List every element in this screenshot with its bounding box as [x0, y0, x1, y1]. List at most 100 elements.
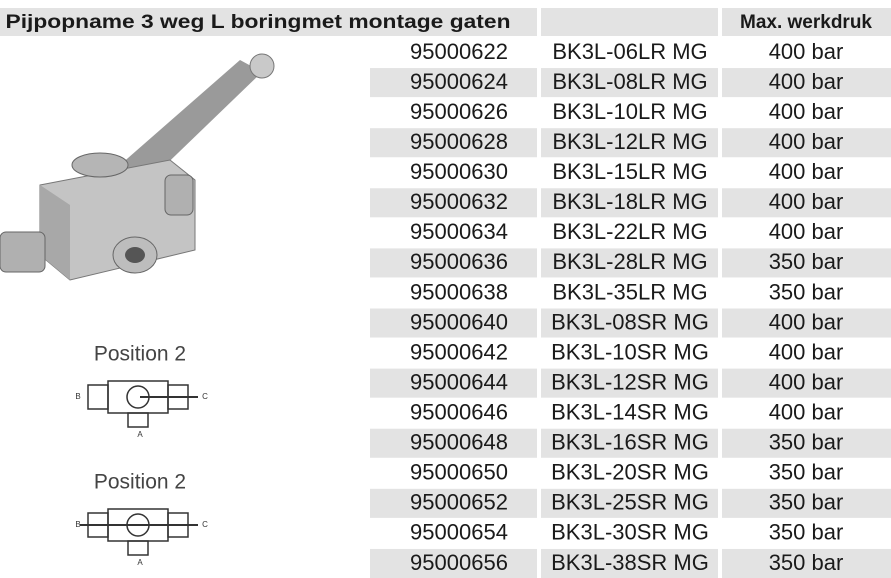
port-label: A	[137, 430, 143, 439]
row-bg	[541, 428, 718, 458]
row-bg	[541, 548, 718, 578]
cell-text: 95000636	[410, 249, 508, 274]
cell-text: BK3L-16SR MG	[551, 430, 709, 455]
port-label: B	[75, 520, 80, 529]
row-bg	[722, 368, 891, 398]
cell-text: 350 bar	[769, 430, 844, 455]
row-bg	[541, 188, 718, 218]
header-cell	[541, 8, 718, 36]
port-label: A	[137, 558, 143, 567]
cell-text: BK3L-12SR MG	[551, 369, 709, 394]
cell-text: 95000638	[410, 279, 508, 304]
row-bg	[370, 248, 537, 278]
valve-side	[40, 185, 70, 280]
cell-text: 95000630	[410, 159, 508, 184]
cell-text: BK3L-18LR MG	[552, 189, 707, 214]
row-bg	[541, 488, 718, 518]
cell-text: 95000640	[410, 309, 508, 334]
cell-text: 400 bar	[769, 400, 844, 425]
row-bg	[722, 308, 891, 338]
port-label: C	[202, 520, 208, 529]
cell-text: 95000648	[410, 430, 508, 455]
cell-text: 400 bar	[769, 339, 844, 364]
cell-text: 95000626	[410, 99, 508, 124]
port-right	[164, 174, 194, 216]
cell-text: 350 bar	[769, 279, 844, 304]
port-bore	[125, 247, 145, 263]
cell-text: 350 bar	[769, 460, 844, 485]
cell-text: 95000642	[410, 339, 508, 364]
cell-text: BK3L-22LR MG	[552, 219, 707, 244]
port-left	[0, 231, 46, 273]
cell-text: BK3L-35LR MG	[552, 279, 707, 304]
cell-text: BK3L-14SR MG	[551, 400, 709, 425]
cell-text: 95000624	[410, 69, 508, 94]
cell-text: 350 bar	[769, 490, 844, 515]
row-bg	[370, 128, 537, 158]
cell-text: BK3L-15LR MG	[552, 159, 707, 184]
row-bg	[370, 368, 537, 398]
cell-text: 400 bar	[769, 189, 844, 214]
cell-text: BK3L-06LR MG	[552, 39, 707, 64]
header-cell	[0, 8, 537, 36]
row-bg	[541, 128, 718, 158]
cell-text: BK3L-30SR MG	[551, 520, 709, 545]
cell-text: 95000628	[410, 129, 508, 154]
header-row: Pijpopname 3 weg L boringmet montage gat…	[0, 8, 891, 36]
row-bg	[722, 548, 891, 578]
row-bg	[722, 128, 891, 158]
row-bg	[541, 68, 718, 98]
diagram-title: Position 2	[94, 343, 186, 366]
row-bg	[370, 488, 537, 518]
row-bg	[370, 308, 537, 338]
cell-text: 400 bar	[769, 129, 844, 154]
cell-text: 95000656	[410, 550, 508, 575]
row-bg	[370, 428, 537, 458]
diagram-port	[127, 412, 149, 428]
cell-text: 400 bar	[769, 99, 844, 124]
cell-text: 400 bar	[769, 159, 844, 184]
table-title: Pijpopname 3 weg L boringmet montage gat…	[6, 12, 511, 33]
valve-handle	[120, 60, 262, 180]
row-bg	[722, 488, 891, 518]
cell-text: 95000650	[410, 460, 508, 485]
row-bg	[370, 188, 537, 218]
cell-text: BK3L-38SR MG	[551, 550, 709, 575]
cell-text: 400 bar	[769, 369, 844, 394]
row-bg	[370, 68, 537, 98]
diagrams: Position 2 B C A Position 2 B C A	[75, 343, 208, 568]
cell-text: BK3L-08LR MG	[552, 69, 707, 94]
diagram-port	[87, 384, 109, 410]
cell-text: 95000654	[410, 520, 508, 545]
cell-text: BK3L-10SR MG	[551, 339, 709, 364]
cell-text: 95000646	[410, 400, 508, 425]
cell-text: 95000634	[410, 219, 508, 244]
cell-text: BK3L-08SR MG	[551, 309, 709, 334]
column-heading: Max. werkdruk	[740, 12, 872, 33]
cell-text: 95000652	[410, 490, 508, 515]
cell-text: 400 bar	[769, 69, 844, 94]
row-bg	[722, 188, 891, 218]
row-bg	[541, 248, 718, 278]
cell-text: BK3L-28LR MG	[552, 249, 707, 274]
diagram-title: Position 2	[94, 471, 186, 494]
cell-text: 400 bar	[769, 39, 844, 64]
valve-stem	[71, 152, 129, 178]
cell-text: 95000644	[410, 369, 508, 394]
cell-text: 400 bar	[769, 309, 844, 334]
cell-text: 350 bar	[769, 520, 844, 545]
valve-image	[0, 53, 275, 281]
cell-text: BK3L-12LR MG	[552, 129, 707, 154]
cell-text: 350 bar	[769, 550, 844, 575]
port-label: B	[75, 392, 80, 401]
cell-text: 400 bar	[769, 219, 844, 244]
cell-text: BK3L-20SR MG	[551, 460, 709, 485]
handle-knob	[249, 53, 275, 79]
row-bg	[541, 368, 718, 398]
row-bg	[541, 308, 718, 338]
cell-text: BK3L-25SR MG	[551, 490, 709, 515]
cell-text: BK3L-10LR MG	[552, 99, 707, 124]
cell-text: 95000632	[410, 189, 508, 214]
